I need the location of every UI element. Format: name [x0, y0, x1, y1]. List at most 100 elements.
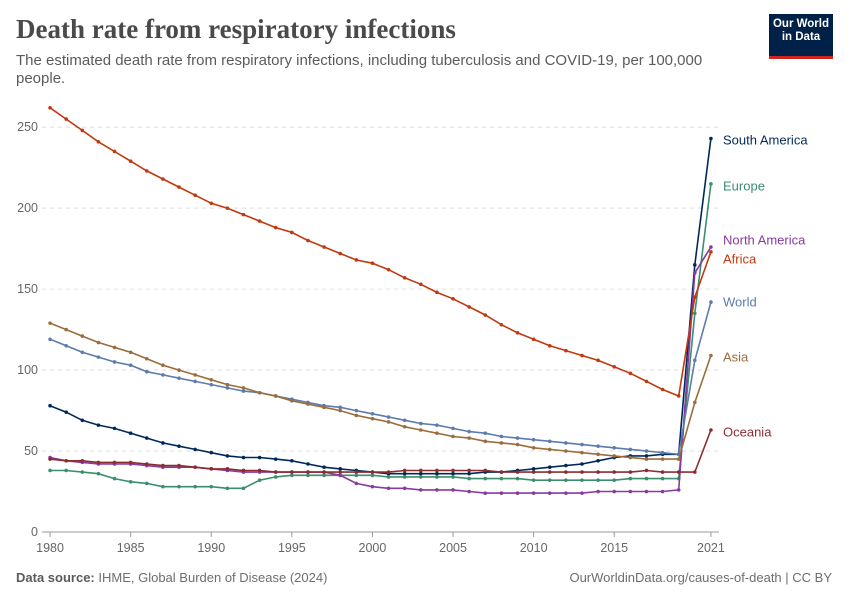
data-point-asia-1980[interactable] — [48, 321, 52, 325]
data-point-world-2000[interactable] — [370, 411, 375, 416]
data-point-africa-1996[interactable] — [306, 238, 310, 243]
data-point-south-america-1991[interactable] — [225, 454, 230, 458]
data-point-asia-2004[interactable] — [435, 431, 439, 436]
data-point-africa-1998[interactable] — [338, 251, 343, 256]
data-point-africa-1989[interactable] — [193, 193, 197, 197]
data-point-north-america-2012[interactable] — [564, 491, 568, 495]
data-point-oceania-1980[interactable] — [48, 457, 52, 461]
data-point-south-america-2020[interactable] — [693, 263, 697, 267]
data-point-oceania-2019[interactable] — [676, 470, 681, 474]
data-point-north-america-2020[interactable] — [693, 271, 697, 275]
data-point-north-america-1999[interactable] — [354, 481, 359, 486]
data-point-world-1999[interactable] — [354, 408, 359, 413]
data-point-oceania-1987[interactable] — [161, 463, 165, 468]
data-point-world-2003[interactable] — [418, 421, 423, 426]
data-point-europe-2017[interactable] — [644, 476, 649, 481]
data-point-oceania-1992[interactable] — [241, 468, 246, 473]
data-point-europe-2002[interactable] — [402, 475, 407, 479]
data-point-europe-2007[interactable] — [483, 476, 488, 481]
data-point-world-2014[interactable] — [596, 444, 600, 448]
data-point-africa-1981[interactable] — [64, 117, 68, 121]
data-point-north-america-2003[interactable] — [418, 488, 423, 492]
data-point-world-2004[interactable] — [435, 423, 439, 427]
data-point-africa-1995[interactable] — [290, 230, 294, 235]
series-line-europe[interactable] — [50, 183, 712, 490]
data-point-oceania-2000[interactable] — [370, 470, 375, 474]
data-point-europe-2000[interactable] — [370, 473, 375, 478]
data-point-south-america-2011[interactable] — [547, 465, 552, 470]
data-point-europe-1985[interactable] — [128, 480, 133, 484]
data-point-north-america-2018[interactable] — [660, 489, 665, 494]
data-point-world-2002[interactable] — [402, 418, 407, 423]
data-point-south-america-2006[interactable] — [467, 471, 471, 476]
data-point-asia-2008[interactable] — [499, 441, 504, 445]
data-point-south-america-1989[interactable] — [193, 447, 197, 452]
data-point-asia-2018[interactable] — [660, 457, 665, 461]
data-point-asia-1994[interactable] — [273, 394, 278, 398]
data-point-africa-1985[interactable] — [128, 159, 133, 163]
series-line-world[interactable] — [49, 301, 712, 456]
data-point-europe-1997[interactable] — [322, 473, 326, 478]
data-point-world-2009[interactable] — [515, 436, 520, 440]
data-point-asia-1981[interactable] — [64, 327, 68, 332]
data-point-asia-1996[interactable] — [306, 402, 310, 406]
data-point-asia-1988[interactable] — [177, 368, 181, 372]
data-point-oceania-1982[interactable] — [80, 458, 85, 463]
data-point-oceania-2021[interactable] — [709, 428, 713, 432]
data-point-europe-2004[interactable] — [435, 475, 439, 479]
data-point-asia-1982[interactable] — [80, 334, 85, 338]
data-point-world-1991[interactable] — [225, 386, 230, 390]
data-point-world-1982[interactable] — [80, 350, 85, 355]
footer-url[interactable]: OurWorldinData.org/causes-of-death | CC … — [569, 570, 832, 585]
data-point-asia-1983[interactable] — [96, 340, 101, 345]
series-line-south-america[interactable] — [49, 138, 712, 475]
data-point-south-america-1983[interactable] — [96, 423, 101, 427]
data-point-africa-1997[interactable] — [322, 245, 326, 249]
data-point-asia-1986[interactable] — [144, 356, 149, 361]
data-point-world-2020[interactable] — [693, 358, 697, 363]
data-point-asia-2011[interactable] — [547, 447, 552, 452]
data-point-asia-2001[interactable] — [386, 420, 391, 424]
data-point-world-1988[interactable] — [177, 376, 181, 380]
data-point-south-america-2014[interactable] — [596, 458, 600, 463]
data-point-asia-2016[interactable] — [628, 455, 633, 460]
data-point-south-america-2002[interactable] — [402, 471, 407, 476]
data-point-europe-1990[interactable] — [209, 484, 214, 489]
data-point-south-america-2021[interactable] — [709, 136, 713, 141]
data-point-north-america-2013[interactable] — [580, 491, 584, 495]
data-point-south-america-2013[interactable] — [580, 462, 584, 466]
data-point-africa-2006[interactable] — [467, 305, 471, 309]
data-point-europe-2014[interactable] — [596, 478, 600, 482]
data-point-oceania-2008[interactable] — [499, 470, 504, 474]
data-point-europe-1992[interactable] — [241, 486, 246, 491]
data-point-europe-1980[interactable] — [48, 468, 52, 473]
data-point-asia-2013[interactable] — [580, 450, 584, 455]
data-point-south-america-1986[interactable] — [144, 436, 149, 440]
data-point-asia-2000[interactable] — [370, 416, 375, 421]
data-point-asia-2020[interactable] — [693, 400, 697, 405]
data-point-world-2006[interactable] — [467, 429, 471, 434]
data-point-world-2005[interactable] — [451, 426, 455, 431]
series-line-north-america[interactable] — [49, 246, 712, 494]
data-point-world-2018[interactable] — [660, 450, 665, 455]
data-point-europe-1994[interactable] — [273, 475, 278, 479]
data-point-oceania-1988[interactable] — [177, 463, 181, 468]
data-point-oceania-2005[interactable] — [451, 468, 455, 473]
data-point-world-2013[interactable] — [580, 442, 584, 447]
data-point-world-1987[interactable] — [161, 373, 165, 377]
data-point-asia-1989[interactable] — [193, 373, 197, 377]
data-point-asia-1984[interactable] — [112, 345, 117, 350]
data-point-europe-1999[interactable] — [354, 473, 359, 478]
data-point-north-america-2002[interactable] — [402, 486, 407, 491]
data-point-north-america-2007[interactable] — [483, 491, 488, 495]
data-point-north-america-2015[interactable] — [612, 489, 617, 494]
data-point-south-america-1987[interactable] — [161, 441, 165, 445]
data-point-oceania-1998[interactable] — [338, 470, 343, 474]
data-point-south-america-1988[interactable] — [177, 444, 181, 448]
data-point-africa-2017[interactable] — [644, 379, 649, 384]
data-point-oceania-2017[interactable] — [644, 468, 649, 473]
data-point-oceania-2003[interactable] — [418, 468, 423, 473]
data-point-africa-2016[interactable] — [628, 371, 633, 376]
data-point-oceania-2020[interactable] — [693, 470, 697, 474]
data-point-world-2021[interactable] — [709, 300, 713, 304]
